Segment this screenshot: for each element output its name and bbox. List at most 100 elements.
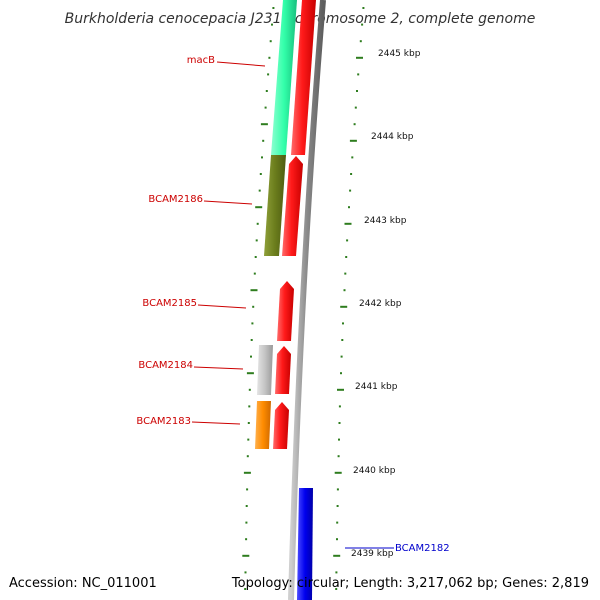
bcam2183-feature-bar[interactable] — [255, 401, 271, 449]
ruler-label: 2443 kbp — [364, 216, 407, 226]
minor-tick — [342, 322, 344, 325]
bcam2185-leader-line — [197, 304, 247, 309]
minor-tick — [250, 339, 253, 341]
major-tick — [340, 305, 348, 308]
minor-tick — [338, 422, 341, 424]
ruler-label: 2444 kbp — [371, 132, 414, 142]
minor-tick — [348, 206, 350, 209]
minor-tick — [343, 289, 346, 292]
minor-tick — [248, 388, 251, 391]
minor-tick — [247, 438, 250, 441]
bcam2184-cds-arrow[interactable] — [275, 346, 291, 394]
bcam2183-cds-arrow[interactable] — [273, 402, 289, 449]
minor-tick — [336, 505, 339, 507]
minor-tick — [338, 405, 341, 408]
minor-tick — [351, 156, 354, 159]
minor-tick — [267, 73, 270, 76]
minor-tick — [354, 106, 357, 109]
major-tick — [242, 554, 250, 557]
minor-tick — [261, 156, 263, 159]
macb-leader-line — [216, 61, 266, 67]
bcam2186-leader-line — [203, 200, 253, 205]
minor-tick — [345, 256, 348, 258]
minor-tick — [251, 322, 254, 325]
major-tick — [333, 554, 341, 557]
minor-tick — [340, 372, 342, 375]
ruler-label: 2440 kbp — [353, 466, 396, 476]
gene-label-macb[interactable]: macB — [187, 55, 215, 66]
major-tick — [356, 56, 363, 59]
minor-tick — [357, 73, 360, 76]
minor-tick — [336, 488, 339, 491]
major-tick — [260, 123, 268, 126]
gene-label-bcam2183[interactable]: BCAM2183 — [136, 416, 191, 427]
minor-tick — [246, 455, 249, 458]
outer-scale-track — [333, 7, 365, 590]
minor-tick — [245, 538, 248, 541]
minor-tick — [250, 355, 252, 358]
bcam2185-cds-arrow[interactable] — [277, 281, 294, 341]
gene-label-bcam2184[interactable]: BCAM2184 — [138, 360, 193, 371]
minor-tick — [245, 521, 248, 524]
minor-tick — [265, 90, 268, 92]
bcam2186-feature-bar[interactable] — [264, 155, 286, 256]
minor-tick — [247, 422, 250, 424]
major-tick — [344, 222, 352, 225]
macb-feature-bar[interactable] — [271, 0, 297, 155]
minor-tick — [349, 189, 352, 192]
bcam2182-cds-bar[interactable] — [297, 488, 313, 600]
minor-tick — [255, 239, 258, 242]
inner-scale-track — [242, 7, 275, 590]
major-tick — [334, 471, 342, 474]
minor-tick — [264, 106, 267, 109]
bcam2184-feature-bar[interactable] — [257, 345, 273, 395]
minor-tick — [256, 222, 259, 225]
minor-tick — [252, 305, 255, 308]
major-tick — [337, 388, 344, 391]
major-tick — [250, 289, 258, 292]
accession-text: Accession: NC_011001 — [9, 576, 157, 591]
minor-tick — [254, 256, 257, 258]
minor-tick — [259, 173, 262, 175]
bcam2186-cds-arrow[interactable] — [282, 156, 303, 256]
minor-tick — [337, 455, 340, 458]
minor-tick — [338, 438, 340, 441]
minor-tick — [269, 40, 272, 43]
ruler-label: 2442 kbp — [359, 299, 402, 309]
minor-tick — [253, 272, 256, 275]
minor-tick — [258, 189, 261, 192]
gene-label-bcam2185[interactable]: BCAM2185 — [142, 298, 197, 309]
topology-text: Topology: circular; Length: 3,217,062 bp… — [231, 576, 589, 591]
gene-label-bcam2182[interactable]: BCAM2182 — [395, 543, 450, 554]
minor-tick — [271, 23, 273, 26]
gene-label-bcam2186[interactable]: BCAM2186 — [148, 194, 203, 205]
minor-tick — [353, 123, 356, 126]
minor-tick — [362, 7, 365, 9]
minor-tick — [336, 538, 338, 541]
minor-tick — [336, 521, 339, 524]
minor-tick — [248, 405, 251, 408]
minor-tick — [262, 139, 265, 142]
bcam2183-leader-line — [191, 421, 241, 425]
minor-tick — [350, 173, 353, 175]
minor-tick — [361, 23, 364, 26]
major-tick — [349, 139, 357, 142]
map-title: Burkholderia cenocepacia J2315 chromosom… — [65, 11, 536, 27]
macb-cds-arrow[interactable] — [291, 0, 316, 155]
minor-tick — [335, 588, 338, 590]
minor-tick — [245, 505, 248, 507]
minor-tick — [344, 272, 347, 275]
ruler-label: 2445 kbp — [378, 49, 421, 59]
ruler-label: 2439 kbp — [351, 549, 394, 559]
major-tick — [243, 471, 251, 474]
minor-tick — [346, 239, 349, 242]
minor-tick — [359, 40, 362, 43]
bcam2184-leader-line — [193, 366, 244, 370]
major-tick — [255, 206, 263, 209]
minor-tick — [272, 7, 275, 9]
ruler-label: 2441 kbp — [355, 382, 398, 392]
minor-tick — [244, 588, 247, 590]
minor-tick — [335, 571, 338, 574]
